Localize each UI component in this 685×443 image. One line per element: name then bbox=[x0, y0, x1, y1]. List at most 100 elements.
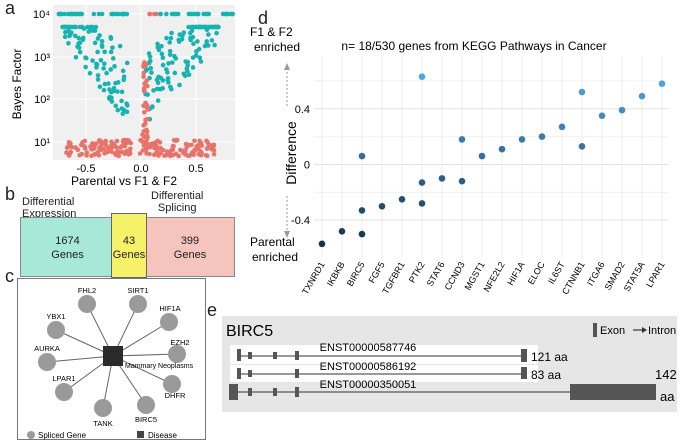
gene-node-label: BIRC5 bbox=[135, 415, 157, 424]
volcano-point bbox=[166, 61, 171, 66]
transcript-3-exon-3 bbox=[273, 388, 277, 396]
volcano-point bbox=[143, 61, 149, 67]
volcano-point bbox=[186, 72, 192, 78]
panel-d-ytick: -0.4 bbox=[291, 215, 310, 227]
transcript-3-exon-2 bbox=[248, 388, 252, 396]
bottom-annotation-text-2: enriched bbox=[252, 250, 298, 264]
volcano-point bbox=[95, 77, 101, 82]
panel-d-point bbox=[558, 123, 566, 131]
gene-node bbox=[94, 399, 112, 417]
panel-a-ytick-1: 10¹ bbox=[34, 137, 50, 149]
volcano-point bbox=[159, 51, 165, 57]
volcano-point bbox=[145, 135, 150, 140]
volcano-point bbox=[214, 24, 220, 30]
panel-d-point bbox=[358, 230, 366, 238]
exon-legend-icon bbox=[593, 323, 597, 337]
volcano-point bbox=[72, 33, 78, 39]
panel-a-xlabel: Parental vs F1 & F2 bbox=[71, 174, 177, 188]
volcano-point bbox=[220, 11, 226, 17]
panel-d-point bbox=[578, 143, 586, 150]
transcript-3-exon-4 bbox=[295, 387, 299, 397]
volcano-point bbox=[113, 103, 119, 109]
disease-node-label: Mammary Neoplasms bbox=[125, 363, 194, 370]
volcano-point bbox=[106, 148, 111, 154]
volcano-point bbox=[204, 39, 210, 44]
volcano-point bbox=[191, 152, 197, 158]
volcano-point bbox=[165, 75, 171, 81]
panel-d-point bbox=[478, 152, 486, 160]
gene-node bbox=[129, 295, 147, 313]
volcano-point bbox=[83, 55, 88, 60]
volcano-point bbox=[115, 107, 121, 113]
panel-d-point bbox=[418, 200, 426, 207]
panel-d-point bbox=[418, 179, 426, 186]
volcano-point bbox=[98, 57, 104, 63]
volcano-point bbox=[166, 80, 171, 85]
venn-right-number: 399 bbox=[180, 235, 200, 247]
volcano-point bbox=[66, 40, 71, 46]
volcano-point bbox=[169, 86, 174, 92]
volcano-point bbox=[87, 70, 93, 76]
volcano-point bbox=[94, 61, 99, 67]
panel-a-xtick-pos: 0.5 bbox=[188, 163, 203, 175]
volcano-point bbox=[142, 88, 147, 94]
venn-right-unit: Genes bbox=[173, 249, 207, 261]
panel-d-point bbox=[318, 240, 326, 248]
intron-arrow-icon bbox=[642, 327, 647, 333]
volcano-point bbox=[66, 143, 71, 149]
volcano-point bbox=[167, 48, 173, 54]
gene-node-label: HIF1A bbox=[159, 304, 180, 313]
panel-d-ylabel: Difference bbox=[283, 121, 299, 185]
volcano-point bbox=[102, 61, 107, 66]
volcano-point bbox=[190, 34, 196, 40]
volcano-point bbox=[170, 60, 175, 65]
volcano-point bbox=[66, 140, 72, 145]
volcano-point bbox=[153, 139, 159, 145]
volcano-point bbox=[156, 47, 162, 53]
venn-left-number: 1674 bbox=[55, 235, 80, 247]
volcano-point bbox=[192, 138, 197, 144]
volcano-point bbox=[205, 145, 210, 151]
volcano-point bbox=[111, 11, 116, 17]
volcano-point bbox=[177, 82, 182, 88]
transcript-2-exon-1 bbox=[237, 368, 241, 379]
venn-left-count: 1674 Genes bbox=[20, 234, 115, 262]
volcano-point bbox=[198, 59, 204, 64]
gene-node bbox=[168, 345, 186, 363]
panel-d-plot-bg bbox=[314, 56, 668, 258]
panel-a-ytick-3: 10³ bbox=[34, 52, 50, 64]
panel-d-chart: n= 18/530 genes from KEGG Pathways in Ca… bbox=[250, 25, 668, 297]
volcano-point bbox=[168, 35, 174, 41]
volcano-point bbox=[115, 80, 121, 85]
panel-d-point bbox=[378, 202, 386, 210]
volcano-point bbox=[230, 11, 236, 17]
volcano-point bbox=[102, 81, 108, 87]
venn-right-box bbox=[145, 217, 235, 277]
up-arrow-icon bbox=[284, 63, 290, 70]
venn-mid-unit: Genes bbox=[112, 249, 146, 261]
volcano-point bbox=[206, 32, 211, 37]
bottom-annotation-text: Parental bbox=[250, 235, 295, 249]
gene-node-label: DHFR bbox=[165, 391, 186, 400]
gene-node-label: LPAR1 bbox=[52, 374, 75, 383]
panel-d-point bbox=[498, 145, 506, 153]
gene-node-label: AURKA bbox=[34, 344, 60, 353]
volcano-point bbox=[153, 11, 159, 17]
legend-disease-icon bbox=[137, 431, 144, 438]
transcript-3-id: ENST00000350051 bbox=[320, 379, 417, 391]
volcano-point bbox=[171, 143, 176, 149]
volcano-point bbox=[112, 64, 117, 69]
volcano-point bbox=[104, 70, 109, 76]
volcano-point bbox=[122, 151, 128, 157]
volcano-point bbox=[93, 24, 99, 30]
legend-gene-icon bbox=[27, 431, 35, 439]
volcano-point bbox=[76, 45, 82, 51]
exon-legend-label: Exon bbox=[600, 325, 625, 337]
volcano-point bbox=[77, 11, 82, 17]
volcano-point bbox=[142, 81, 147, 87]
volcano-point bbox=[175, 11, 181, 17]
transcript-2-exon-4 bbox=[521, 367, 527, 379]
volcano-point bbox=[172, 70, 178, 76]
volcano-point bbox=[83, 64, 88, 70]
